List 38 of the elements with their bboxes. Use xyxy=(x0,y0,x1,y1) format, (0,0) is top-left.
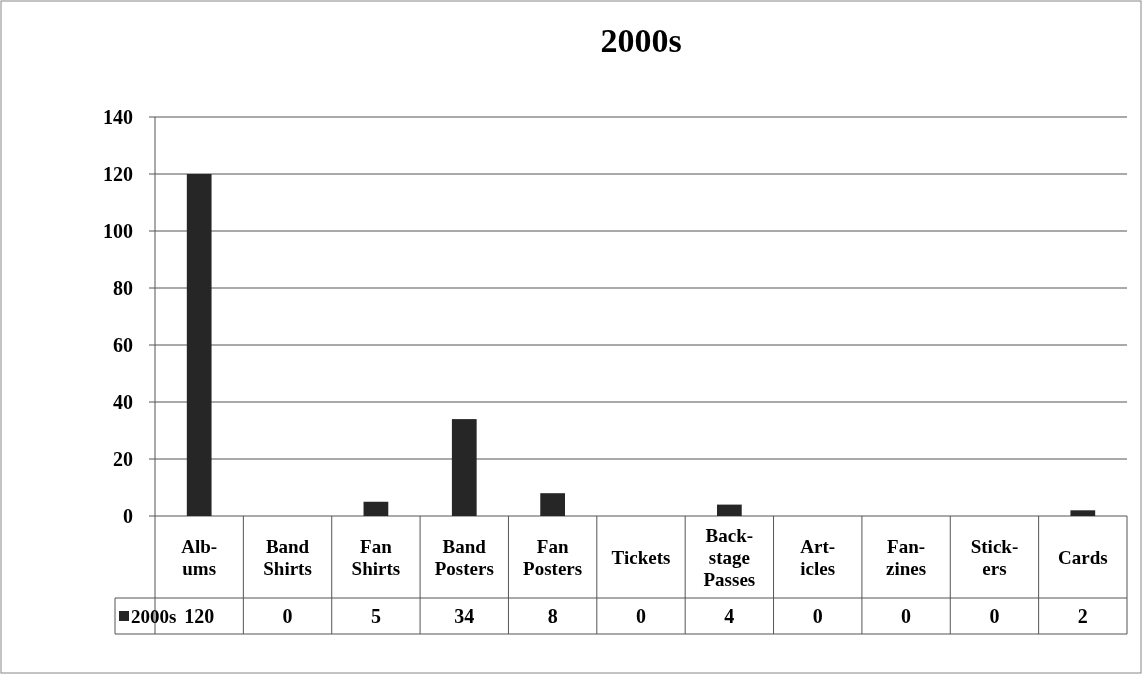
legend-label: 2000s xyxy=(131,605,177,627)
x-tick-label: Back- stage Passes xyxy=(703,524,756,590)
data-label: 0 xyxy=(282,605,293,627)
data-label: 34 xyxy=(454,605,475,627)
data-label: 120 xyxy=(184,605,215,627)
bar xyxy=(451,419,477,516)
y-tick-label: 140 xyxy=(103,106,133,128)
x-tick-label: Fan Posters xyxy=(523,535,583,579)
x-tick-label: Fan- zines xyxy=(886,535,927,579)
data-label: 0 xyxy=(901,605,912,627)
x-tick-label: Art- icles xyxy=(800,535,836,579)
y-tick-label: 0 xyxy=(123,505,133,527)
x-tick-label: Band Shirts xyxy=(263,535,312,579)
data-label: 0 xyxy=(812,605,823,627)
data-label: 2 xyxy=(1077,605,1088,627)
bar xyxy=(1070,510,1096,516)
y-tick-label: 60 xyxy=(113,334,133,356)
chart-title: 2000s xyxy=(600,22,682,59)
bar xyxy=(540,493,566,516)
y-tick-label: 40 xyxy=(113,391,133,413)
y-tick-label: 120 xyxy=(103,163,133,185)
data-label: 4 xyxy=(724,605,735,627)
x-tick-label: Cards xyxy=(1058,546,1108,568)
y-tick-label: 80 xyxy=(113,277,133,299)
x-tick-label: Alb- ums xyxy=(181,535,218,579)
data-label: 8 xyxy=(547,605,558,627)
bar xyxy=(363,501,389,516)
x-tick-label: Tickets xyxy=(611,546,671,568)
x-tick-label: Fan Shirts xyxy=(351,535,401,579)
data-label: 0 xyxy=(636,605,646,627)
bar xyxy=(716,504,742,516)
y-tick-label: 20 xyxy=(113,448,133,470)
bar xyxy=(186,174,212,516)
data-label: 0 xyxy=(989,605,1000,627)
y-tick-label: 100 xyxy=(103,220,133,242)
x-tick-label: Stick- ers xyxy=(970,535,1019,579)
data-label: 5 xyxy=(370,605,381,627)
x-tick-label: Band Posters xyxy=(434,535,494,579)
